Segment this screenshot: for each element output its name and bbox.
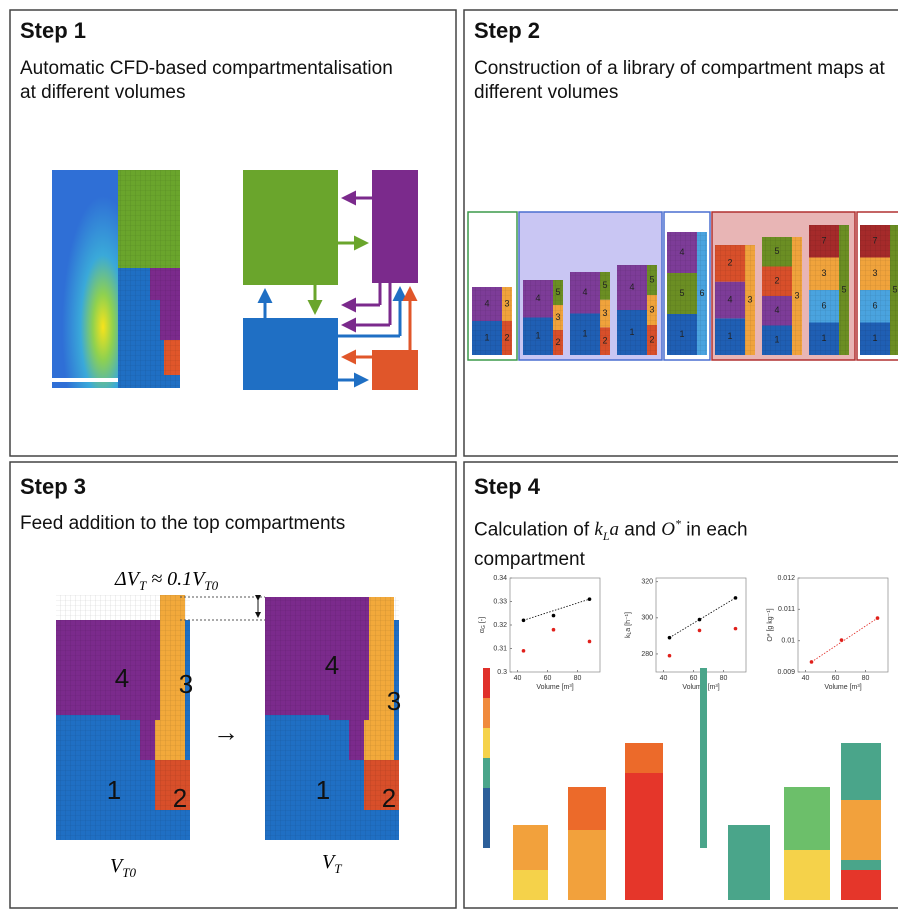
x-tick-label: 40 [802, 675, 810, 682]
field-maps [483, 668, 881, 900]
step-description: Feed addition to the top compartments [20, 512, 450, 536]
x-tick-label: 80 [720, 675, 728, 682]
step-title: Step 4 [474, 474, 540, 500]
compartment-label: 4 [115, 663, 129, 693]
y-tick-label: 280 [641, 651, 653, 658]
y-label-part: a [h⁻¹] [625, 612, 632, 632]
y-label-part: [-] [479, 617, 486, 625]
step-title: Step 3 [20, 474, 86, 500]
x-tick-label: 80 [574, 675, 582, 682]
step-description: Calculation of kLa and O* in each compar… [474, 512, 854, 572]
equation: ΔVT ≈ 0.1VT0 [114, 568, 219, 593]
map-grid [523, 280, 563, 355]
map-grid [570, 272, 610, 355]
compartment-label: 1 [316, 775, 330, 805]
map-grid [715, 245, 755, 355]
point [588, 640, 592, 644]
plot-frame [798, 578, 888, 672]
volume-label: VT0 [110, 855, 136, 880]
compartment-label: 3 [179, 669, 193, 699]
cfd-map [52, 170, 180, 388]
point [698, 618, 702, 622]
y-tick-label: 0.31 [493, 645, 507, 652]
compartment-label: 1 [107, 775, 121, 805]
figure: 1423142351423514235154614231425316375163… [0, 0, 898, 911]
x-axis-label: Volume [m³] [824, 684, 861, 691]
vol-sub: T0 [122, 865, 136, 880]
point [552, 614, 556, 618]
y-label-part: O* [g kg⁻¹] [767, 608, 774, 641]
compartment-network [243, 170, 418, 390]
compartment-label: 4 [325, 650, 339, 680]
y-tick-label: 0.32 [493, 622, 507, 629]
map-grid [762, 237, 802, 355]
x-tick-label: 60 [690, 675, 698, 682]
y-axis-label: αG [-] [479, 617, 487, 633]
point [522, 649, 526, 653]
y-tick-label: 0.33 [493, 598, 507, 605]
map-grid [472, 287, 512, 355]
eq-sub: T0 [204, 578, 218, 593]
desc-part: and [619, 519, 661, 540]
y-tick-label: 300 [641, 615, 653, 622]
plot-frame [510, 578, 600, 672]
map-grid [617, 265, 657, 355]
point [734, 627, 738, 631]
eq-part: ΔV [114, 568, 142, 590]
point [668, 654, 672, 658]
trend-line [670, 598, 736, 638]
y-axis-label: kLa [h⁻¹] [625, 612, 633, 638]
y-axis-label: O* [g kg⁻¹] [767, 608, 774, 641]
map-grid [667, 232, 707, 355]
volume-label: VT [322, 851, 342, 876]
map-grid [860, 225, 898, 355]
y-tick-label: 0.011 [778, 606, 795, 613]
plot-frame [656, 578, 746, 672]
step-title: Step 1 [20, 18, 86, 44]
math: kLa [594, 519, 619, 540]
compartment-label: 3 [387, 686, 401, 716]
arrow: → [213, 717, 239, 747]
trend-line [524, 599, 590, 620]
y-tick-label: 0.34 [493, 575, 507, 582]
y-tick-label: 0.01 [781, 638, 795, 645]
vol-sub: T [334, 861, 342, 876]
x-axis-label: Volume [m³] [536, 684, 573, 691]
step-title: Step 2 [474, 18, 540, 44]
x-tick-label: 80 [862, 675, 870, 682]
figure-graphics: 1423142351423514235154614231425316375163… [0, 0, 898, 911]
desc-part: O [661, 519, 675, 540]
trend-line [812, 618, 878, 662]
x-tick-label: 60 [832, 675, 840, 682]
x-tick-label: 60 [544, 675, 552, 682]
x-tick-label: 40 [514, 675, 522, 682]
x-tick-label: 40 [660, 675, 668, 682]
compartment-label: 2 [382, 783, 396, 813]
y-tick-label: 0.012 [777, 575, 795, 582]
step-description: Construction of a library of compartment… [474, 57, 898, 105]
desc-part: Calculation of [474, 519, 594, 540]
point [698, 629, 702, 633]
y-tick-label: 320 [641, 578, 653, 585]
y-tick-label: 0.009 [777, 669, 795, 676]
desc-part: a [610, 519, 620, 540]
desc-part: k [594, 519, 602, 540]
y-tick-label: 0.3 [497, 669, 507, 676]
map-grid [809, 225, 849, 355]
point [552, 628, 556, 632]
eq-part: ≈ 0.1V [146, 568, 207, 590]
step-description: Automatic CFD-based compartmentalisation… [20, 57, 400, 105]
desc-sub: L [603, 529, 610, 543]
math: O* [661, 519, 681, 540]
compartment-label: 2 [173, 783, 187, 813]
